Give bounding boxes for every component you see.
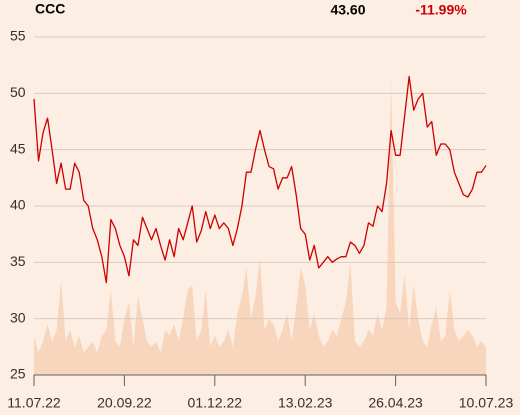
y-tick-label: 45 — [10, 140, 26, 156]
y-tick-label: 40 — [10, 197, 26, 213]
price-label: 43.60 — [330, 2, 365, 18]
y-tick-label: 25 — [10, 366, 26, 382]
x-tick-label: 10.07.23 — [459, 395, 514, 411]
x-tick-label: 26.04.23 — [368, 395, 423, 411]
x-tick-label: 20.09.22 — [97, 395, 152, 411]
y-tick-label: 55 — [10, 28, 26, 44]
x-tick-label: 01.12.22 — [188, 395, 243, 411]
change-label: -11.99% — [415, 2, 467, 18]
ticker: CCC — [35, 1, 65, 17]
x-tick-label: 11.07.22 — [7, 395, 61, 411]
y-tick-label: 30 — [10, 309, 26, 325]
price-line — [33, 75, 487, 284]
x-tick-label: 13.02.23 — [278, 395, 333, 411]
y-tick-label: 50 — [10, 84, 26, 100]
y-tick-label: 35 — [10, 253, 26, 269]
volume-area — [34, 76, 486, 376]
